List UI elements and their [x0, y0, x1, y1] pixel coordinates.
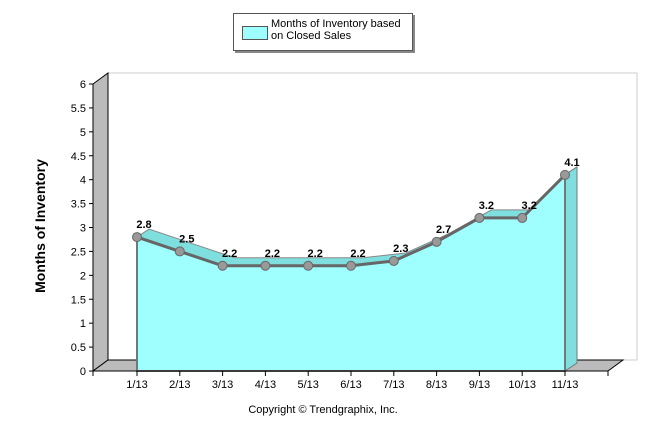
x-tick-label: 7/13 [383, 379, 404, 391]
y-axis-title: Months of Inventory [32, 159, 48, 293]
legend-label: Months of Inventory based on Closed Sale… [271, 18, 401, 42]
data-point [560, 169, 570, 180]
area-side-face [564, 165, 578, 372]
data-point [346, 260, 356, 271]
y-tick-label: 1.5 [71, 294, 86, 306]
data-label: 2.2 [308, 248, 323, 260]
y-tick-label: 5 [80, 127, 86, 139]
y-tick-label: 1 [80, 318, 86, 330]
y-tick-label: 3.5 [71, 199, 86, 211]
x-tick-label: 1/13 [126, 379, 147, 391]
data-label: 2.2 [265, 248, 280, 260]
y-tick-label: 0 [80, 366, 86, 378]
data-point [303, 260, 314, 271]
x-tick-label: 9/13 [469, 379, 490, 391]
x-tick-label: 11/13 [552, 379, 579, 391]
data-label: 2.5 [179, 233, 194, 245]
data-point [517, 212, 528, 223]
data-label: 2.7 [436, 224, 451, 236]
legend-swatch [242, 26, 268, 40]
x-tick-label: 3/13 [212, 379, 233, 391]
y-tick-label: 0.5 [71, 342, 86, 354]
y-tick-label: 2 [80, 270, 86, 282]
data-label: 2.3 [393, 243, 408, 255]
data-label: 3.2 [479, 200, 494, 212]
data-point [474, 212, 485, 223]
data-point [260, 260, 271, 271]
legend: Months of Inventory based on Closed Sale… [233, 13, 413, 51]
data-point [174, 246, 185, 257]
x-tick-label: 6/13 [340, 379, 361, 391]
y-tick-label: 5.5 [71, 103, 86, 115]
y-tick-label: 4.5 [71, 151, 86, 163]
data-label: 4.1 [564, 157, 579, 169]
x-tick-label: 8/13 [426, 379, 447, 391]
y-tick-label: 6 [80, 79, 86, 91]
x-tick-label: 4/13 [255, 379, 276, 391]
data-label: 2.2 [222, 248, 237, 260]
x-tick-label: 2/13 [169, 379, 190, 391]
data-label: 3.2 [522, 200, 537, 212]
x-tick-label: 5/13 [297, 379, 318, 391]
copyright: Copyright © Trendgraphix, Inc. [248, 404, 398, 416]
x-tick-label: 10/13 [508, 379, 536, 391]
data-point [217, 260, 228, 271]
data-label: 2.8 [136, 219, 151, 231]
y-tick-label: 4 [80, 175, 86, 187]
left-wall [92, 72, 109, 372]
data-label: 2.2 [350, 248, 365, 260]
data-point [431, 236, 442, 247]
data-point [388, 255, 399, 266]
y-tick-label: 3 [80, 223, 86, 235]
data-point [132, 232, 142, 243]
y-tick-label: 2.5 [71, 246, 86, 258]
